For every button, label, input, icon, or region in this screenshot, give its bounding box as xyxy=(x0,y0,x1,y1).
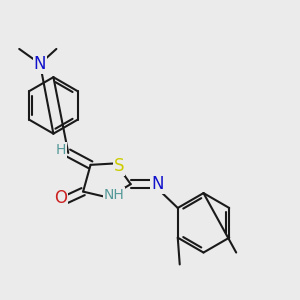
Text: N: N xyxy=(34,55,46,73)
Text: O: O xyxy=(54,189,67,207)
Text: H: H xyxy=(56,143,66,157)
Text: S: S xyxy=(113,157,124,175)
Text: NH: NH xyxy=(104,188,125,202)
Text: N: N xyxy=(151,175,164,193)
